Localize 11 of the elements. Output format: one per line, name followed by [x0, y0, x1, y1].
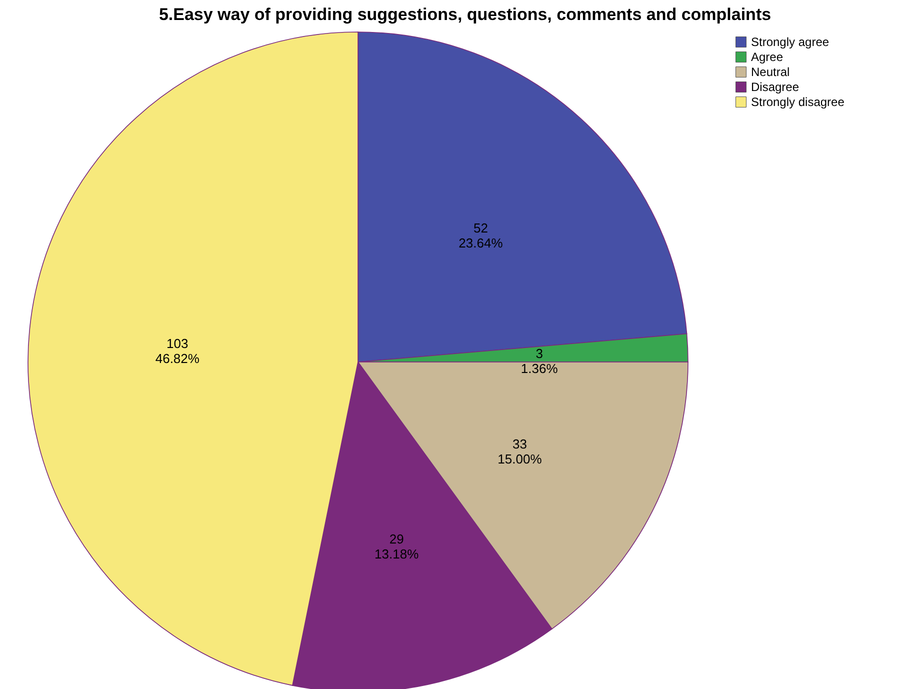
legend-label: Strongly agree — [751, 35, 830, 49]
data-label: 52 23.64% — [458, 220, 504, 250]
legend-label: Disagree — [751, 80, 800, 94]
data-label: 103 46.82% — [155, 336, 200, 366]
chart-title: 5.Easy way of providing suggestions, questions, comments and complaints — [158, 5, 772, 24]
legend-label: Neutral — [751, 65, 790, 79]
data-label: 3 1.36% — [520, 346, 558, 376]
legend-label: Agree — [751, 50, 784, 64]
legend-label: Strongly disagree — [751, 95, 845, 109]
data-label: 29 13.18% — [374, 531, 420, 562]
data-label: 33 15.00% — [498, 436, 542, 466]
